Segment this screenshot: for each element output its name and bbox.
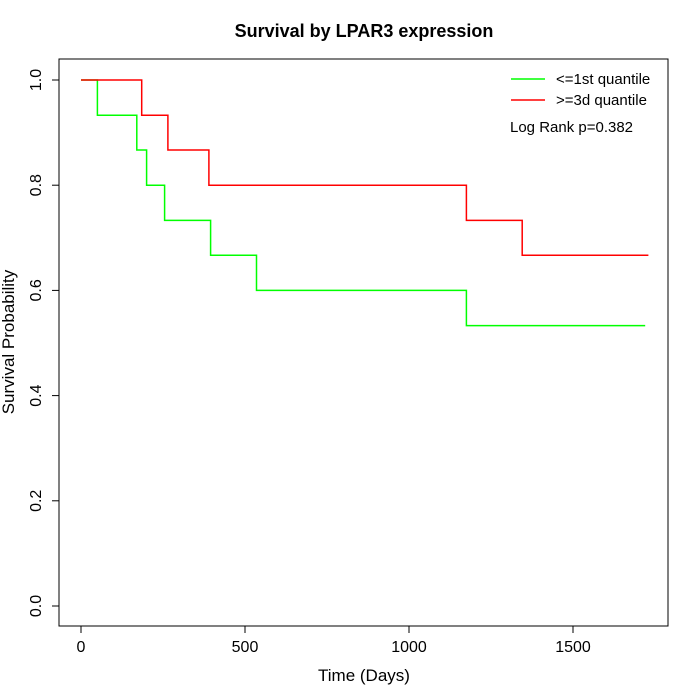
x-tick-label: 0	[77, 639, 86, 656]
legend: <=1st quantile >=3d quantile	[511, 71, 650, 109]
series-line-0	[81, 79, 646, 327]
legend-label: <=1st quantile	[556, 71, 650, 88]
legend-label: >=3d quantile	[556, 92, 647, 109]
y-tick-label: 0.6	[28, 279, 45, 301]
y-axis: 0.0 0.2 0.4 0.6 0.8 1.0	[28, 69, 60, 617]
x-tick-label: 1500	[555, 639, 591, 656]
x-tick-label: 500	[232, 639, 259, 656]
log-rank-annotation: Log Rank p=0.382	[510, 119, 633, 136]
y-tick-label: 1.0	[28, 69, 45, 91]
x-axis-label: Time (Days)	[318, 666, 410, 685]
plot-frame	[58, 58, 669, 627]
y-axis-label: Survival Probability	[0, 269, 18, 414]
x-axis: 0 500 1000 1500	[77, 625, 591, 656]
x-tick-label: 1000	[391, 639, 427, 656]
y-tick-label: 0.0	[28, 595, 45, 617]
series-line-1	[81, 79, 649, 256]
series-layer	[81, 79, 649, 327]
chart-title: Survival by LPAR3 expression	[235, 21, 494, 41]
y-tick-label: 0.4	[28, 384, 45, 406]
y-tick-label: 0.8	[28, 174, 45, 196]
y-tick-label: 0.2	[28, 490, 45, 512]
